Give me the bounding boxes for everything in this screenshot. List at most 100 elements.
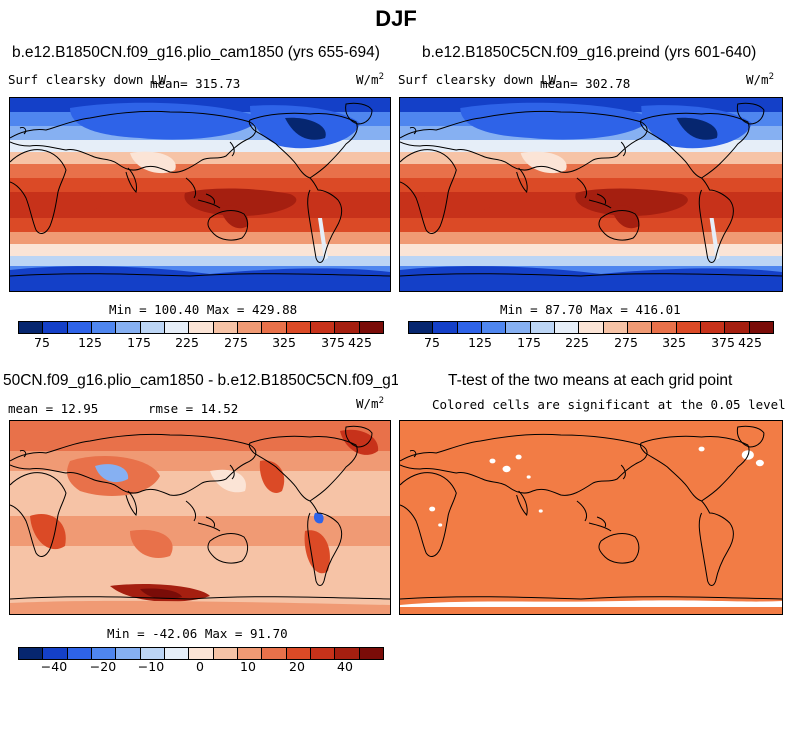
field-shape <box>19 450 235 480</box>
field-shape <box>400 149 457 234</box>
panel4-map <box>399 420 783 615</box>
colorbar-tick-label: 425 <box>348 335 372 350</box>
insignificant-cell <box>429 506 436 512</box>
panel2-colorbar <box>408 321 774 334</box>
field-shape <box>95 464 129 483</box>
colorbar-tick-label: 325 <box>272 335 296 350</box>
field-shape <box>19 127 235 157</box>
insignificant-cell <box>538 509 543 513</box>
field-band <box>10 152 390 164</box>
field-band <box>10 164 390 178</box>
field-shape <box>307 177 343 263</box>
field-shape <box>184 188 297 216</box>
field-shape <box>460 102 652 140</box>
panel3-colorbar-ticks: −40 −20 −10 0 10 20 40 <box>18 659 382 675</box>
colorbar-swatch <box>262 322 287 333</box>
panel3-title: 50CN.f09_g16.plio_cam1850 - b.e12.B1850C… <box>3 372 398 389</box>
colorbar-swatch <box>433 322 458 333</box>
colorbar-swatch <box>554 322 580 333</box>
panel2-map-svg <box>400 98 782 291</box>
colorbar-swatch <box>286 648 311 659</box>
field-band <box>400 218 782 232</box>
colorbar-tick-label: 275 <box>614 335 638 350</box>
colorbar-tick-label: 40 <box>337 659 353 674</box>
colorbar-tick-label: 0 <box>196 659 204 674</box>
field-band <box>400 232 782 244</box>
field-shape <box>307 500 343 586</box>
field-shape <box>400 596 782 600</box>
colorbar-swatch <box>457 322 482 333</box>
colorbar-swatch <box>189 648 214 659</box>
field-shape <box>520 151 567 174</box>
colorbar-swatch <box>140 322 165 333</box>
panel3-map <box>9 420 391 615</box>
field-band <box>400 164 782 178</box>
field-shape <box>30 192 106 216</box>
colorbar-tick-label: 10 <box>240 659 256 674</box>
colorbar-swatch <box>603 322 628 333</box>
insignificant-cell <box>515 454 522 460</box>
colorbar-swatch <box>359 648 383 659</box>
page-title: DJF <box>375 6 417 31</box>
colorbar-tick-label: 375 <box>321 335 345 350</box>
field-band <box>10 266 390 276</box>
insignificant-cell <box>698 446 705 452</box>
field-shape <box>639 435 750 502</box>
colorbar-swatch <box>237 648 263 659</box>
panel4-title: T-test of the two means at each grid poi… <box>448 372 733 389</box>
panel2-mean: mean= 302.78 <box>540 76 631 91</box>
colorbar-swatch <box>164 322 190 333</box>
field-shape <box>10 472 67 557</box>
panel1-variable: Surf clearsky down LW <box>8 72 167 87</box>
panel4-subtitle: Colored cells are significant at the 0.0… <box>432 397 786 412</box>
panel1-map-svg <box>10 98 390 291</box>
colorbar-swatch <box>67 322 92 333</box>
field-shape <box>304 530 330 574</box>
panel4-map-svg <box>400 421 782 614</box>
colorbar-tick-label: 20 <box>289 659 305 674</box>
panel3-mean: mean = 12.95 <box>8 401 99 416</box>
colorbar-swatch <box>749 322 773 333</box>
field-shape <box>400 266 782 291</box>
colorbar-tick-label: −10 <box>137 659 165 674</box>
panel2-minmax: Min = 87.70 Max = 416.01 <box>500 302 681 317</box>
colorbar-tick-label: −20 <box>89 659 117 674</box>
panel1-map <box>9 97 391 292</box>
field-band <box>400 266 782 276</box>
colorbar-swatch <box>627 322 653 333</box>
field-band <box>400 256 782 266</box>
colorbar-tick-label: 75 <box>424 335 440 350</box>
field-shape <box>248 112 358 179</box>
panel3-units: W/m2 <box>356 396 384 412</box>
field-shape <box>10 433 257 496</box>
field-shape <box>207 210 249 241</box>
field-band <box>400 421 782 614</box>
field-shape <box>185 500 221 532</box>
colorbar-swatch <box>213 322 238 333</box>
colorbar-tick-label: 325 <box>662 335 686 350</box>
colorbar-swatch <box>530 322 555 333</box>
panel2-title: b.e12.B1850C5CN.f09_g16.preind (yrs 601-… <box>422 44 757 61</box>
field-shape <box>676 117 718 140</box>
field-band <box>400 178 782 192</box>
field-shape <box>10 600 390 614</box>
field-shape <box>10 273 390 277</box>
field-shape <box>10 149 67 234</box>
colorbar-tick-label: 225 <box>175 335 199 350</box>
colorbar-swatch <box>700 322 726 333</box>
colorbar-tick-label: 275 <box>224 335 248 350</box>
field-shape <box>140 588 182 599</box>
field-band <box>400 244 782 256</box>
field-band <box>10 244 390 256</box>
field-shape <box>575 188 688 216</box>
field-shape <box>345 102 373 125</box>
panel2-variable: Surf clearsky down LW <box>398 72 557 87</box>
field-shape <box>130 151 176 174</box>
field-shape <box>10 110 257 173</box>
colorbar-swatch <box>676 322 701 333</box>
field-shape <box>400 110 648 173</box>
field-shape <box>10 266 390 291</box>
colorbar-swatch <box>481 322 507 333</box>
colorbar-swatch <box>189 322 214 333</box>
colorbar-swatch <box>335 648 360 659</box>
